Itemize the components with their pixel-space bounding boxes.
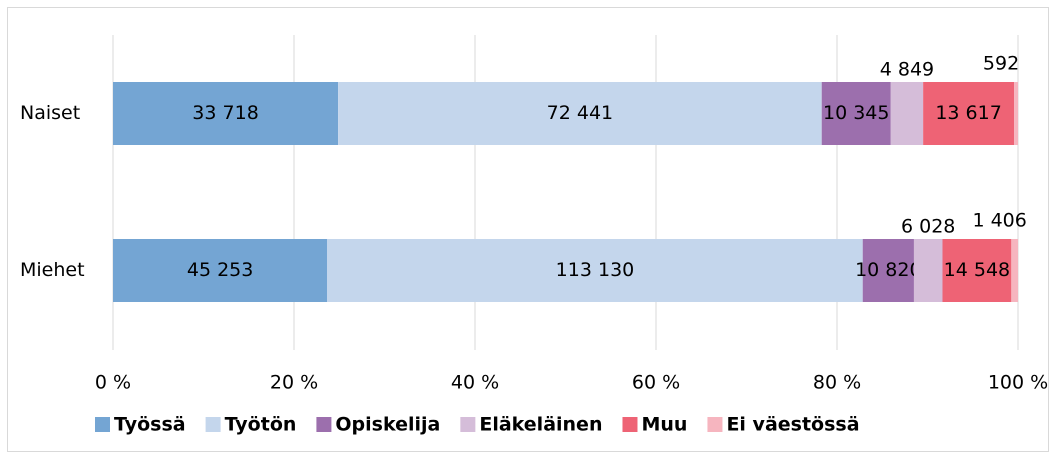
x-tick-label: 20 % [270,372,318,394]
data-label: 592 [983,53,1019,75]
bar-segment [923,82,1015,145]
legend-swatch [205,417,221,432]
data-label: 33 718 [192,102,258,124]
data-label: 45 253 [187,259,253,281]
legend-label: Ei väestössä [726,414,859,436]
legend-swatch [95,417,110,432]
legend-swatch [316,417,332,432]
x-tick-label: 60 % [632,372,680,394]
legend-label: Eläkeläinen [479,414,602,436]
bar-segment [113,82,339,145]
data-label: 4 849 [880,59,934,81]
x-tick-label: 80 % [813,372,861,394]
data-label: 14 548 [944,259,1010,281]
legend-swatch [707,417,723,432]
data-label: 10 345 [823,102,889,124]
y-tick-label: Miehet [20,259,85,281]
x-tick-label: 100 % [988,372,1048,394]
legend-label: Työtön [225,414,297,436]
bar-segment [821,82,891,145]
bar-segment [1014,82,1018,145]
legend-label: Opiskelija [335,414,440,436]
y-tick-label: Naiset [20,102,80,124]
data-label: 6 028 [901,216,955,238]
data-label: 13 617 [935,102,1001,124]
x-tick-label: 0 % [95,372,131,394]
x-tick-label: 40 % [451,372,499,394]
bar-segment [327,239,863,302]
bar-segment [862,239,914,302]
legend-swatch [460,417,476,432]
legend-swatch [622,417,638,432]
data-label: 10 820 [855,259,921,281]
data-label: 72 441 [547,102,613,124]
bar-segment [942,239,1012,302]
bar-segment [1011,239,1018,302]
bar-segment [913,239,943,302]
data-label: 1 406 [972,210,1026,232]
legend-label: Muu [641,414,687,436]
bar-segment [338,82,822,145]
data-label: 113 130 [556,259,635,281]
chart-border [7,7,1049,452]
bar-segment [113,239,328,302]
legend-label: Työssä [114,414,186,436]
bar-segment [890,82,924,145]
